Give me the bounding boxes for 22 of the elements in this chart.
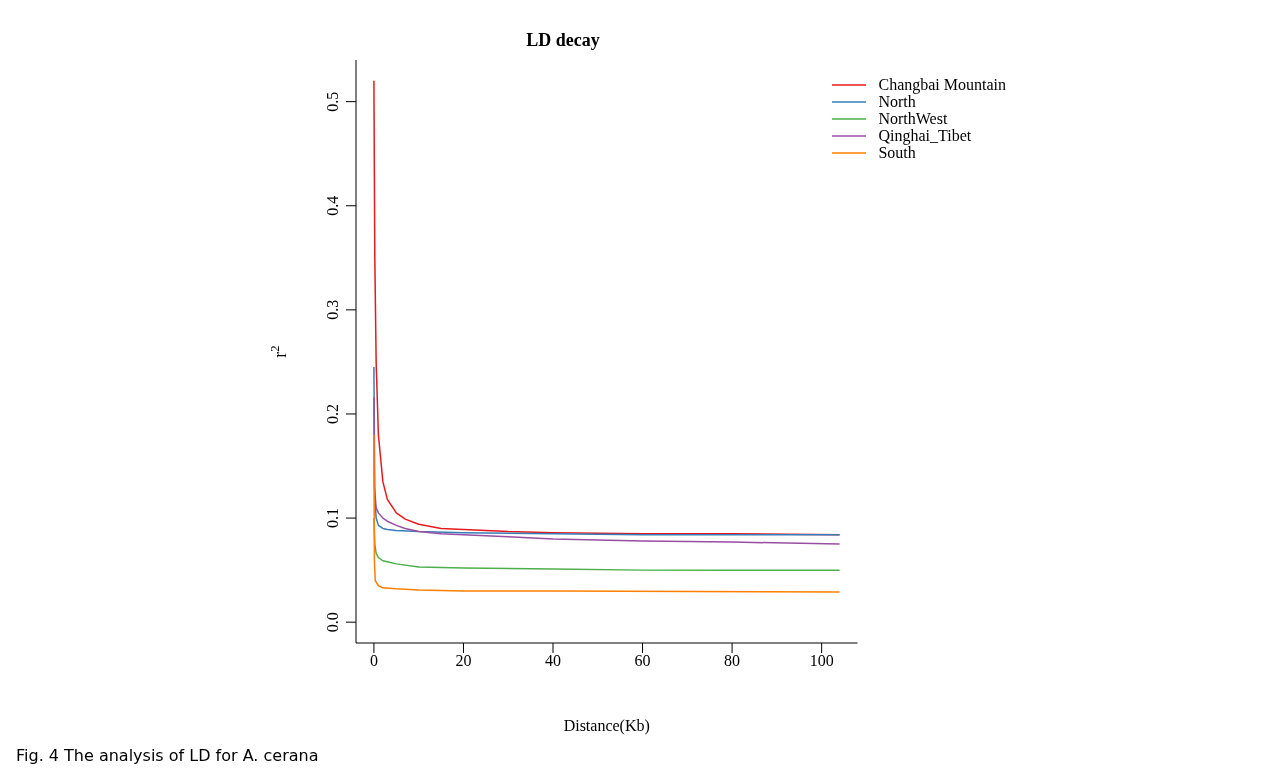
x-tick-label: 0 (369, 652, 378, 670)
legend-label: NorthWest (878, 110, 948, 127)
x-tick-label: 40 (545, 652, 561, 670)
x-axis-title: Distance(Kb) (563, 717, 650, 735)
chart-title: LD decay (525, 30, 601, 51)
x-tick-label: 100 (809, 652, 834, 670)
x-tick-label: 60 (634, 652, 651, 670)
y-tick-label: 0.1 (324, 508, 341, 529)
line-series (373, 396, 841, 545)
legend-label: Qinghai_Tibet (878, 127, 972, 144)
y-tick-label: 0.0 (324, 612, 341, 633)
y-tick-label: 0.2 (324, 403, 341, 424)
x-tick-label: 80 (724, 652, 741, 670)
y-tick-label: 0.5 (324, 91, 341, 112)
x-tick-label: 20 (455, 652, 472, 670)
line-series (373, 434, 841, 593)
legend-label: South (878, 144, 916, 161)
y-tick-label: 0.4 (324, 195, 341, 216)
legend-label: Changbai Mountain (878, 76, 1006, 93)
legend-label: North (878, 93, 916, 110)
caption: Fig. 4 The analysis of LD for A. cerana (16, 746, 319, 765)
y-tick-label: 0.3 (324, 299, 341, 320)
